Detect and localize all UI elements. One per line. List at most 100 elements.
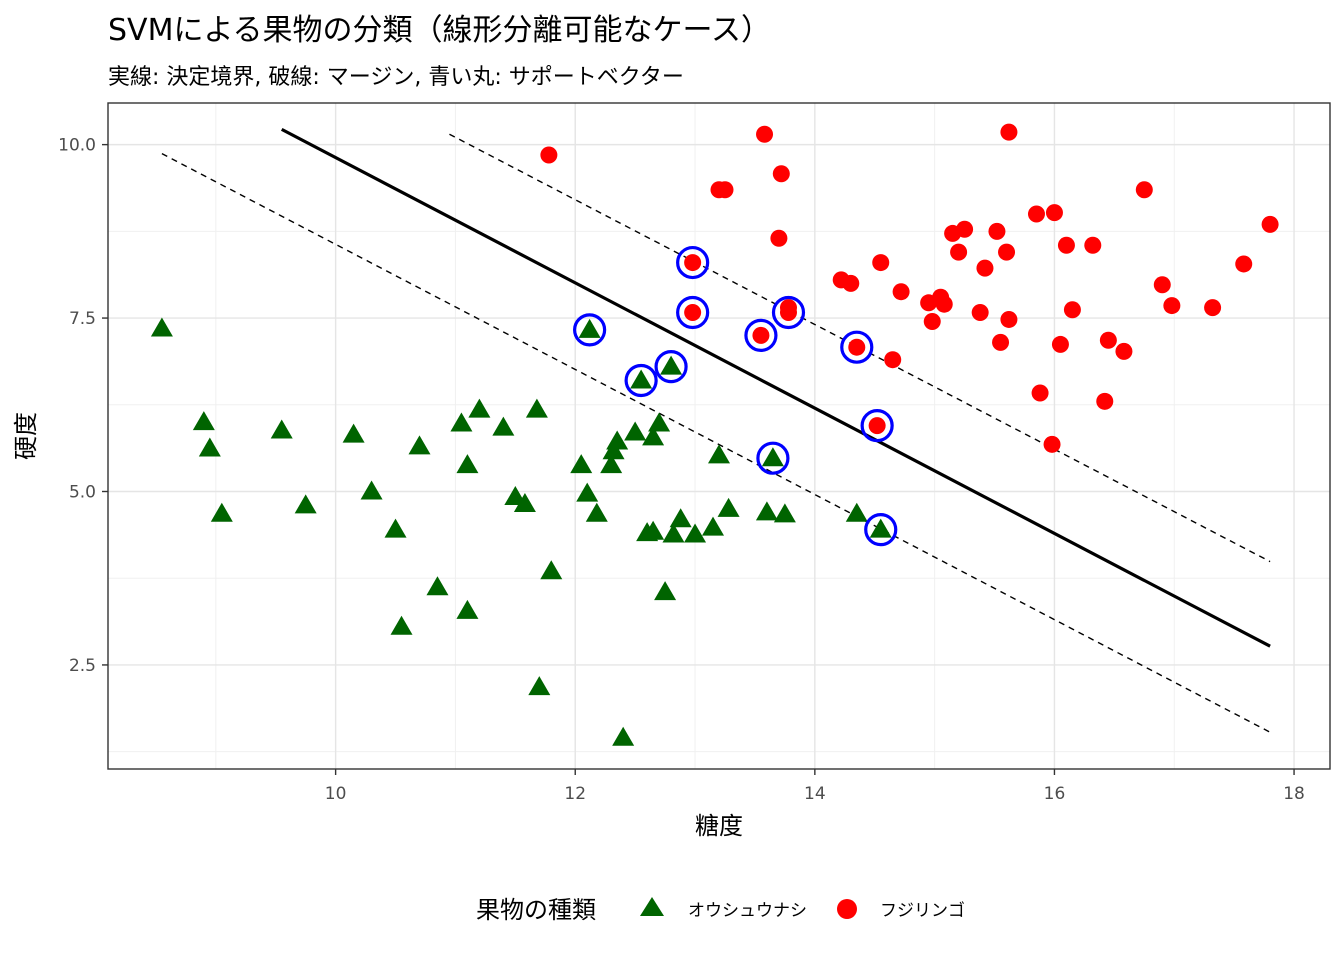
circle-point <box>1027 205 1045 223</box>
triangle-point <box>525 398 548 418</box>
support-vector-ring <box>676 245 710 280</box>
triangle-point <box>384 518 407 538</box>
circle-point <box>770 229 788 247</box>
circle-point <box>1000 123 1018 141</box>
legend-circle-icon <box>837 899 857 919</box>
data-points <box>150 123 1279 746</box>
circle-point <box>868 417 886 435</box>
legend-triangle-icon <box>640 897 664 916</box>
legend-title: 果物の種類 <box>476 896 596 924</box>
x-axis: 10 12 14 16 18 <box>325 769 1305 804</box>
circle-point <box>1163 297 1181 315</box>
y-tick-label: 2.5 <box>69 656 96 676</box>
circle-point <box>848 338 866 356</box>
triangle-point <box>662 523 685 543</box>
plot-panel <box>108 103 1330 769</box>
triangle-point <box>717 497 740 517</box>
circle-point <box>779 299 797 317</box>
triangle-point <box>648 412 671 432</box>
circle-point <box>1099 331 1117 349</box>
circle-point <box>1084 236 1102 254</box>
circle-point <box>842 274 860 292</box>
decision-boundary-line <box>280 127 1271 648</box>
y-axis: 2.5 5.0 7.5 10.0 <box>58 136 108 676</box>
triangle-point <box>294 494 317 514</box>
triangle-point <box>360 480 383 500</box>
circle-point <box>1057 236 1075 254</box>
triangle-point <box>869 518 892 538</box>
circle-point <box>1000 310 1018 328</box>
x-tick-label: 18 <box>1283 784 1305 804</box>
grid-minor <box>108 103 1330 769</box>
circle-point <box>684 254 702 272</box>
circle-point <box>684 304 702 322</box>
triangle-point <box>669 508 692 528</box>
triangle-point <box>578 318 601 338</box>
legend-label-apple: フジリンゴ <box>880 900 965 921</box>
triangle-point <box>630 369 653 389</box>
triangle-point <box>660 355 683 375</box>
triangle-point <box>540 560 563 580</box>
y-tick-label: 7.5 <box>69 309 96 329</box>
triangle-point <box>576 482 599 502</box>
triangle-point <box>342 423 365 443</box>
circle-point <box>988 222 1006 240</box>
triangle-point <box>684 523 707 543</box>
support-vector-ring <box>864 513 898 547</box>
x-tick-label: 14 <box>804 784 826 804</box>
circle-point <box>971 304 989 322</box>
circle-point <box>998 243 1016 261</box>
triangle-point <box>150 317 173 337</box>
y-tick-label: 10.0 <box>58 136 96 156</box>
circle-point <box>772 165 790 183</box>
triangle-point <box>642 426 665 446</box>
support-vector-ring <box>756 441 790 475</box>
legend-label-pear: オウシュウナシ <box>688 901 807 921</box>
circle-point <box>716 181 734 199</box>
x-axis-title: 糖度 <box>695 812 743 840</box>
circle-point <box>1235 255 1253 273</box>
support-vector-ring <box>744 318 778 353</box>
triangle-point <box>450 412 473 432</box>
circle-point <box>1115 342 1133 360</box>
circle-point <box>1135 181 1153 199</box>
triangle-point <box>408 435 431 455</box>
circle-point <box>956 220 974 238</box>
triangle-point <box>456 454 479 474</box>
support-vector-ring <box>654 350 688 384</box>
triangle-point <box>528 676 551 696</box>
support-vector-ring <box>676 295 710 330</box>
circle-point <box>1031 384 1049 402</box>
y-tick-label: 5.0 <box>69 483 96 503</box>
circle-point <box>884 351 902 369</box>
triangle-point <box>773 503 796 523</box>
circle-point <box>1096 392 1114 410</box>
circle-point <box>992 333 1010 351</box>
support-vector-ring <box>860 408 894 443</box>
x-tick-label: 16 <box>1044 784 1066 804</box>
triangle-point <box>654 581 677 601</box>
circle-point <box>1153 276 1171 294</box>
circle-point <box>756 125 774 143</box>
circle-point <box>1045 204 1063 222</box>
triangle-point <box>602 440 625 460</box>
triangle-point <box>513 492 536 512</box>
plot-border <box>107 102 1331 770</box>
support-vector-ring <box>624 363 658 398</box>
circle-point <box>1051 335 1069 353</box>
legend: 果物の種類 オウシュウナシ フジリンゴ <box>476 896 965 924</box>
triangle-point <box>606 430 629 450</box>
triangle-point <box>198 437 221 457</box>
triangle-point <box>570 454 593 474</box>
circle-point <box>976 259 994 277</box>
triangle-point <box>702 516 725 536</box>
circle-point <box>1043 435 1061 453</box>
chart-title: SVMによる果物の分類（線形分離可能なケース） <box>108 13 771 48</box>
circle-point <box>752 326 770 344</box>
triangle-point <box>192 411 215 431</box>
support-vector-ring <box>573 313 607 347</box>
triangle-point <box>270 419 293 439</box>
support-vector-ring <box>840 330 874 364</box>
x-tick-label: 10 <box>325 784 347 804</box>
